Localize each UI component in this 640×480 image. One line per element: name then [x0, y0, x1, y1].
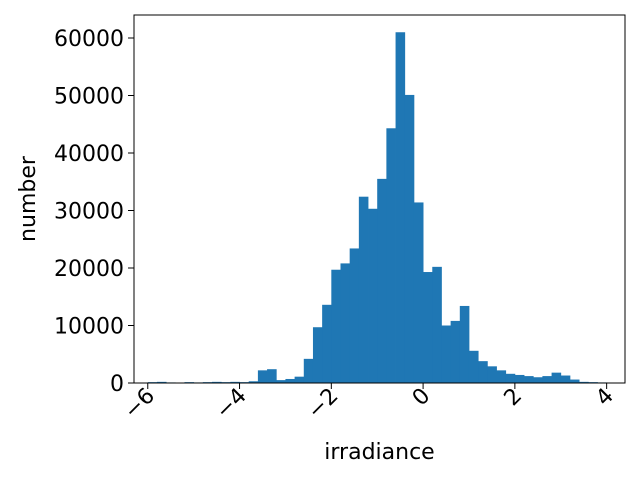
x-axis-label: irradiance: [324, 440, 434, 465]
x-tick-label: 0: [408, 384, 436, 412]
histogram-bar: [468, 350, 479, 383]
histogram-bar: [579, 381, 589, 383]
histogram-bar: [478, 361, 488, 383]
histogram-bar: [303, 358, 314, 383]
histogram-bar: [349, 248, 360, 383]
axes-frame: [133, 14, 626, 384]
histogram-bar: [413, 202, 424, 383]
x-tick-label: −4: [211, 384, 252, 425]
x-axis-ticks: −6 −4 −2 0 2 4: [119, 383, 619, 425]
histogram-bar: [441, 325, 452, 383]
histogram-bar: [285, 378, 296, 383]
histogram-bar: [248, 381, 259, 383]
histogram-bar: [432, 266, 442, 383]
histogram-bar: [514, 374, 525, 383]
histogram-bar: [312, 327, 323, 383]
histogram-bar: [533, 377, 543, 383]
histogram-bar: [423, 272, 433, 383]
histogram-bar: [496, 370, 507, 383]
histogram-bar: [331, 269, 341, 383]
y-axis-ticks: 0 10000 20000 30000 40000 50000 60000: [54, 27, 134, 397]
histogram-bar: [459, 305, 470, 383]
y-tick-label: 0: [110, 372, 124, 397]
y-tick-label: 30000: [54, 200, 124, 225]
histogram-bar: [386, 128, 396, 383]
histogram-bar: [212, 381, 222, 383]
histogram-bar: [450, 320, 461, 383]
x-tick-label: −6: [119, 384, 160, 425]
y-tick-label: 10000: [54, 315, 124, 340]
histogram-bar: [551, 372, 562, 383]
histogram-bar: [322, 304, 332, 383]
histogram-bar: [368, 208, 378, 383]
histogram-bar: [569, 379, 580, 383]
y-tick-label: 20000: [54, 257, 124, 282]
histogram-bar: [404, 94, 415, 384]
histogram-bar: [542, 376, 552, 383]
y-tick-label: 60000: [54, 27, 124, 52]
histogram-bar: [358, 196, 369, 383]
histogram-bar: [230, 381, 240, 383]
histogram-bar: [505, 373, 516, 383]
y-tick-label: 40000: [54, 142, 124, 167]
histogram-bar: [257, 370, 268, 383]
y-axis-label: number: [16, 155, 41, 242]
histogram-bar: [294, 376, 305, 383]
x-tick-label: −2: [303, 384, 344, 425]
histogram-bar: [156, 381, 167, 383]
histogram-bar: [395, 32, 406, 383]
histogram-bar: [524, 376, 534, 383]
histogram-bar: [487, 366, 497, 383]
histogram-bar: [560, 375, 571, 383]
histogram-bar: [267, 369, 277, 383]
histogram-bar: [276, 380, 286, 383]
histogram-bar: [340, 263, 351, 383]
y-tick-label: 50000: [54, 85, 124, 110]
histogram-bar: [377, 178, 387, 383]
histogram-bars: [147, 32, 608, 384]
x-tick-label: 2: [500, 384, 528, 412]
x-tick-label: 4: [591, 384, 619, 412]
